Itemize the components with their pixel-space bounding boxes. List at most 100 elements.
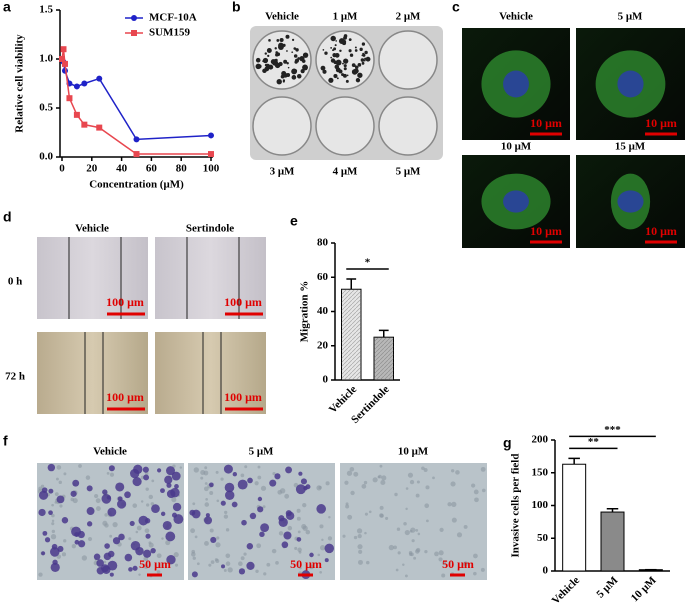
membrane-pore (396, 527, 401, 531)
colony (333, 73, 338, 79)
colony (339, 49, 342, 53)
x-tick-label: 20 (86, 163, 98, 175)
membrane-pore (196, 562, 200, 566)
membrane-pore (191, 552, 196, 557)
invaded-cell (86, 521, 93, 527)
panel-letter: b (232, 0, 241, 15)
marker (73, 111, 80, 118)
invaded-cell (56, 495, 65, 504)
marker (133, 151, 140, 158)
membrane-pore (260, 485, 267, 491)
colony (330, 35, 336, 42)
membrane-pore (407, 472, 414, 478)
colony (322, 49, 325, 51)
panel-letter: e (290, 213, 298, 229)
colony (328, 77, 334, 83)
y-tick-label: 100 (532, 499, 549, 511)
x-tick-label: 5 μM (594, 574, 621, 601)
y-axis-label: Relative cell viability (14, 34, 26, 133)
invaded-cell (44, 537, 51, 543)
membrane-pore (279, 488, 286, 494)
membrane-pore (397, 551, 401, 555)
invaded-cell (157, 468, 162, 473)
membrane-pore (353, 471, 359, 477)
colony (364, 50, 368, 55)
membrane-pore (240, 556, 245, 561)
membrane-pore (425, 485, 430, 490)
colony (343, 58, 349, 64)
marker (133, 136, 140, 143)
label: 2 μM (396, 11, 421, 23)
membrane-pore (61, 552, 67, 557)
membrane-pore (51, 519, 55, 523)
membrane-pore (104, 513, 108, 517)
membrane-pore (439, 527, 444, 532)
y-tick-label: 40 (317, 305, 329, 317)
label: 1 μM (333, 11, 358, 23)
nucleus (503, 190, 529, 213)
x-tick-label: 100 (203, 163, 220, 175)
membrane-pore (54, 492, 59, 497)
colony (349, 53, 354, 57)
colony (362, 52, 365, 55)
membrane-pore (416, 480, 420, 484)
membrane-pore (204, 482, 208, 485)
invaded-cell (260, 523, 270, 533)
colony (348, 49, 352, 53)
marker (131, 30, 137, 36)
colony (361, 61, 365, 65)
membrane-pore (365, 560, 370, 565)
membrane-pore (297, 530, 301, 534)
y-tick-label: 1.5 (39, 4, 53, 16)
invaded-cell (132, 565, 138, 571)
colony (322, 69, 327, 74)
membrane-pore (364, 512, 368, 516)
invaded-cell (124, 491, 131, 499)
membrane-pore (156, 553, 162, 559)
invaded-cell (237, 479, 248, 490)
y-tick-label: 200 (532, 434, 549, 446)
invaded-cell (189, 509, 196, 516)
colony (365, 56, 371, 62)
invaded-cell (246, 543, 254, 550)
membrane-pore (473, 571, 477, 576)
marker (208, 151, 214, 158)
colony (332, 53, 337, 58)
label: 100 μm (106, 295, 144, 309)
membrane-pore (243, 552, 247, 556)
membrane-pore (394, 492, 398, 497)
colony (348, 38, 352, 42)
invaded-cell (296, 537, 302, 542)
invaded-cell (249, 512, 257, 520)
invaded-cell (221, 564, 226, 569)
invaded-cell (133, 464, 143, 474)
membrane-pore (426, 519, 429, 523)
membrane-pore (319, 570, 323, 574)
membrane-pore (319, 524, 324, 529)
well (315, 96, 375, 156)
invaded-cell (41, 551, 46, 556)
x-tick-label: 40 (116, 163, 128, 175)
x-tick-label: 0 (59, 163, 65, 175)
membrane-pore (51, 522, 55, 526)
membrane-pore (55, 477, 59, 481)
marker (81, 121, 88, 128)
colony (343, 67, 347, 71)
membrane-pore (256, 543, 262, 549)
y-tick-label: 0 (323, 374, 329, 386)
membrane-pore (215, 542, 221, 548)
colony (274, 58, 278, 63)
membrane-pore (192, 502, 196, 506)
membrane-pore (132, 503, 138, 508)
membrane-pore (408, 550, 413, 555)
membrane-pore (225, 528, 230, 532)
membrane-pore (441, 573, 446, 578)
marker (60, 46, 67, 53)
membrane-pore (368, 510, 372, 514)
membrane-pore (480, 567, 485, 572)
membrane-pore (447, 502, 452, 507)
marker (73, 83, 80, 90)
colony (274, 47, 277, 50)
invaded-cell (247, 477, 253, 484)
